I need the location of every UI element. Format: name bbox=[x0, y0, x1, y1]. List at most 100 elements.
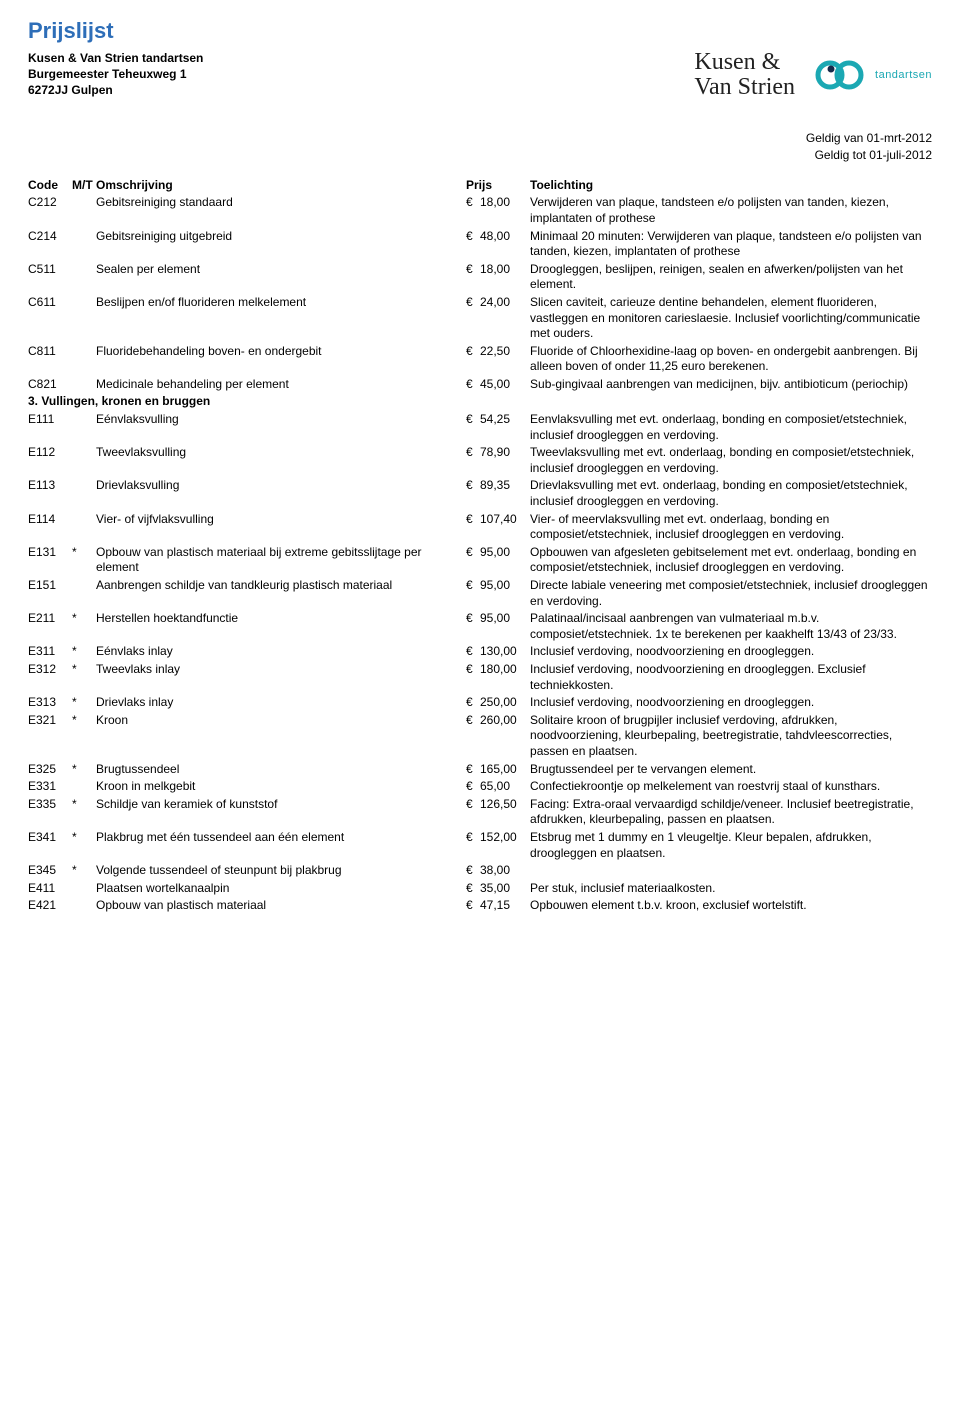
table-row: E331Kroon in melkgebit€65,00Confectiekro… bbox=[28, 778, 932, 796]
table-row: E325*Brugtussendeel€165,00Brugtussendeel… bbox=[28, 761, 932, 779]
cell-currency: € bbox=[466, 411, 480, 444]
cell-currency: € bbox=[466, 194, 480, 227]
rings-icon bbox=[813, 58, 869, 92]
cell-price: 47,15 bbox=[480, 897, 530, 915]
cell-code: C511 bbox=[28, 261, 72, 294]
cell-currency: € bbox=[466, 261, 480, 294]
col-mt: M/T bbox=[72, 177, 96, 195]
cell-code: C212 bbox=[28, 194, 72, 227]
cell-desc: Schildje van keramiek of kunststof bbox=[96, 796, 466, 829]
cell-mt bbox=[72, 261, 96, 294]
validity-block: Geldig van 01-mrt-2012 Geldig tot 01-jul… bbox=[28, 130, 932, 162]
price-table: Code M/T Omschrijving Prijs Toelichting … bbox=[28, 177, 932, 915]
table-row: E345*Volgende tussendeel of steunpunt bi… bbox=[28, 862, 932, 880]
cell-note: Brugtussendeel per te vervangen element. bbox=[530, 761, 932, 779]
table-row: E113Drievlaksvulling€89,35Drievlaksvulli… bbox=[28, 477, 932, 510]
cell-desc: Aanbrengen schildje van tandkleurig plas… bbox=[96, 577, 466, 610]
cell-desc: Drievlaksvulling bbox=[96, 477, 466, 510]
cell-note: Vier- of meervlaksvulling met evt. onder… bbox=[530, 511, 932, 544]
cell-desc: Kroon bbox=[96, 712, 466, 761]
table-row: E421Opbouw van plastisch materiaal€47,15… bbox=[28, 897, 932, 915]
cell-desc: Eénvlaks inlay bbox=[96, 643, 466, 661]
cell-mt bbox=[72, 228, 96, 261]
cell-desc: Plaatsen wortelkanaalpin bbox=[96, 880, 466, 898]
cell-mt: * bbox=[72, 610, 96, 643]
practice-address: Kusen & Van Strien tandartsen Burgemeest… bbox=[28, 50, 203, 99]
cell-currency: € bbox=[466, 694, 480, 712]
valid-to: Geldig tot 01-juli-2012 bbox=[28, 147, 932, 163]
cell-price: 95,00 bbox=[480, 610, 530, 643]
cell-mt: * bbox=[72, 544, 96, 577]
cell-note: Slicen caviteit, carieuze dentine behand… bbox=[530, 294, 932, 343]
cell-desc: Fluoridebehandeling boven- en ondergebit bbox=[96, 343, 466, 376]
cell-note: Inclusief verdoving, noodvoorziening en … bbox=[530, 643, 932, 661]
cell-mt: * bbox=[72, 862, 96, 880]
cell-desc: Brugtussendeel bbox=[96, 761, 466, 779]
cell-note: Minimaal 20 minuten: Verwijderen van pla… bbox=[530, 228, 932, 261]
cell-note: Per stuk, inclusief materiaalkosten. bbox=[530, 880, 932, 898]
cell-code: E111 bbox=[28, 411, 72, 444]
cell-code: E411 bbox=[28, 880, 72, 898]
cell-currency: € bbox=[466, 544, 480, 577]
cell-price: 45,00 bbox=[480, 376, 530, 394]
cell-code: C811 bbox=[28, 343, 72, 376]
cell-currency: € bbox=[466, 761, 480, 779]
table-header-row: Code M/T Omschrijving Prijs Toelichting bbox=[28, 177, 932, 195]
page-title: Prijslijst bbox=[28, 18, 932, 44]
cell-code: E421 bbox=[28, 897, 72, 915]
cell-note: Inclusief verdoving, noodvoorziening en … bbox=[530, 694, 932, 712]
cell-currency: € bbox=[466, 343, 480, 376]
cell-price: 78,90 bbox=[480, 444, 530, 477]
cell-currency: € bbox=[466, 778, 480, 796]
cell-code: E211 bbox=[28, 610, 72, 643]
cell-desc: Opbouw van plastisch materiaal bij extre… bbox=[96, 544, 466, 577]
cell-desc: Tweevlaks inlay bbox=[96, 661, 466, 694]
cell-code: E311 bbox=[28, 643, 72, 661]
cell-note: Etsbrug met 1 dummy en 1 vleugeltje. Kle… bbox=[530, 829, 932, 862]
cell-currency: € bbox=[466, 228, 480, 261]
cell-desc: Gebitsreiniging standaard bbox=[96, 194, 466, 227]
cell-desc: Beslijpen en/of fluorideren melkelement bbox=[96, 294, 466, 343]
valid-from: Geldig van 01-mrt-2012 bbox=[28, 130, 932, 146]
cell-price: 95,00 bbox=[480, 544, 530, 577]
cell-desc: Gebitsreiniging uitgebreid bbox=[96, 228, 466, 261]
cell-code: E335 bbox=[28, 796, 72, 829]
table-row: E151Aanbrengen schildje van tandkleurig … bbox=[28, 577, 932, 610]
cell-code: E112 bbox=[28, 444, 72, 477]
table-row: C811 Fluoridebehandeling boven- en onderg… bbox=[28, 343, 932, 376]
table-row: C214Gebitsreiniging uitgebreid€48,00Mini… bbox=[28, 228, 932, 261]
cell-note: Directe labiale veneering met composiet/… bbox=[530, 577, 932, 610]
cell-desc: Volgende tussendeel of steunpunt bij pla… bbox=[96, 862, 466, 880]
cell-mt bbox=[72, 444, 96, 477]
table-row: E313*Drievlaks inlay€250,00Inclusief ver… bbox=[28, 694, 932, 712]
section-heading-row: 3. Vullingen, kronen en bruggen bbox=[28, 393, 932, 411]
cell-price: 89,35 bbox=[480, 477, 530, 510]
cell-price: 24,00 bbox=[480, 294, 530, 343]
cell-note: Solitaire kroon of brugpijler inclusief … bbox=[530, 712, 932, 761]
section-heading: 3. Vullingen, kronen en bruggen bbox=[28, 393, 932, 411]
table-row: E341*Plakbrug met één tussendeel aan één… bbox=[28, 829, 932, 862]
cell-price: 107,40 bbox=[480, 511, 530, 544]
cell-currency: € bbox=[466, 511, 480, 544]
cell-mt bbox=[72, 411, 96, 444]
cell-price: 95,00 bbox=[480, 577, 530, 610]
cell-currency: € bbox=[466, 643, 480, 661]
cell-currency: € bbox=[466, 610, 480, 643]
col-price: Prijs bbox=[466, 177, 530, 195]
cell-mt bbox=[72, 778, 96, 796]
cell-currency: € bbox=[466, 897, 480, 915]
cell-note: Eenvlaksvulling met evt. onderlaag, bond… bbox=[530, 411, 932, 444]
cell-mt: * bbox=[72, 761, 96, 779]
col-code: Code bbox=[28, 177, 72, 195]
cell-mt: * bbox=[72, 712, 96, 761]
brand-logo-line1: Kusen & bbox=[694, 50, 795, 75]
cell-price: 152,00 bbox=[480, 829, 530, 862]
cell-note: Inclusief verdoving, noodvoorziening en … bbox=[530, 661, 932, 694]
cell-code: E331 bbox=[28, 778, 72, 796]
table-row: E211*Herstellen hoektandfunctie€95,00Pal… bbox=[28, 610, 932, 643]
cell-note: Opbouwen van afgesleten gebitselement me… bbox=[530, 544, 932, 577]
cell-price: 35,00 bbox=[480, 880, 530, 898]
practice-name: Kusen & Van Strien tandartsen bbox=[28, 50, 203, 66]
cell-desc: Sealen per element bbox=[96, 261, 466, 294]
cell-currency: € bbox=[466, 829, 480, 862]
